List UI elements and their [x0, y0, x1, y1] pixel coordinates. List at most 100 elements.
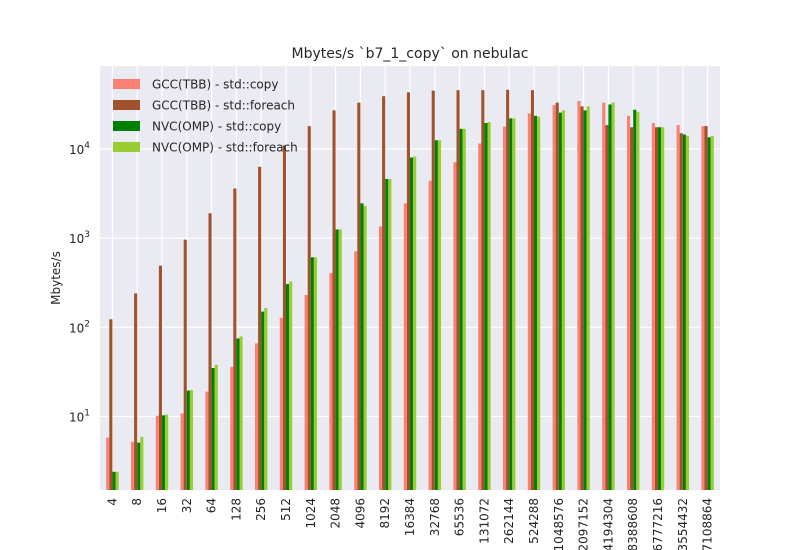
bar: [685, 135, 689, 491]
x-tick-label: 8: [130, 498, 144, 506]
bar: [509, 118, 513, 490]
bar: [437, 140, 441, 490]
bar: [208, 213, 212, 490]
bar: [658, 127, 662, 490]
x-tick-label: 1024: [304, 498, 318, 529]
legend-swatch: [113, 79, 140, 89]
bar: [335, 229, 339, 491]
bar: [304, 295, 308, 490]
y-tick-base: 10: [69, 232, 84, 246]
bar: [530, 90, 534, 491]
bar: [413, 156, 417, 490]
bar: [633, 109, 637, 491]
y-tick-label: 102: [69, 319, 90, 335]
bar: [363, 205, 367, 490]
x-tick-label: 524288: [527, 498, 541, 544]
x-tick-label: 128: [229, 498, 243, 521]
bar: [707, 137, 711, 490]
bar: [134, 293, 138, 490]
bar: [586, 106, 590, 491]
legend-label: GCC(TBB) - std::foreach: [152, 99, 295, 113]
bar: [654, 127, 658, 490]
bar: [676, 125, 680, 491]
bar: [261, 311, 265, 490]
y-tick-label: 104: [69, 141, 90, 157]
bar: [605, 125, 609, 491]
bar: [478, 143, 482, 491]
bar: [410, 157, 414, 490]
bar: [236, 338, 240, 490]
y-tick-base: 10: [69, 143, 84, 157]
bar: [258, 166, 262, 490]
bar: [360, 203, 364, 490]
bar: [158, 265, 162, 490]
x-tick-label: 16777216: [651, 498, 665, 550]
bar: [109, 319, 113, 490]
bar: [332, 110, 336, 490]
bar: [537, 116, 541, 490]
x-tick-label: 65536: [453, 498, 467, 536]
bar: [630, 127, 634, 490]
chart-title: Mbytes/s `b7_1_copy` on nebulac: [292, 46, 529, 62]
bar: [534, 115, 538, 490]
bar: [583, 110, 587, 490]
x-tick-label: 131072: [477, 498, 491, 544]
bar: [561, 110, 565, 490]
bar: [453, 162, 457, 490]
bar: [255, 343, 259, 490]
bar: [506, 89, 510, 490]
bar: [286, 284, 290, 490]
x-tick-label: 32: [180, 498, 194, 513]
bar: [329, 273, 333, 490]
x-tick-labels: 4 8 16 32 64 128 256 512 1024 2048 4096 8192 16384 32…: [105, 498, 714, 550]
bars: [106, 89, 714, 491]
y-tick-exponent: 1: [84, 409, 90, 419]
bar: [558, 112, 562, 490]
bar: [484, 123, 488, 490]
bar: [555, 102, 559, 490]
bar: [230, 366, 234, 490]
bar: [233, 188, 237, 490]
bar: [611, 102, 615, 490]
bar: [682, 134, 686, 490]
bar: [481, 90, 485, 491]
bar: [307, 126, 311, 490]
legend-label: GCC(TBB) - std::copy: [152, 78, 279, 92]
bar: [115, 471, 119, 490]
bar: [552, 105, 556, 490]
legend-swatch: [113, 100, 140, 110]
bar: [155, 415, 159, 490]
bar: [385, 178, 389, 491]
bar: [379, 226, 383, 490]
bar: [189, 390, 193, 490]
x-tick-label: 4096: [353, 498, 367, 529]
bar: [661, 127, 665, 490]
bar: [282, 145, 286, 491]
y-tick-base: 10: [69, 321, 84, 335]
bar: [382, 96, 386, 491]
x-tick-label: 4194304: [601, 498, 615, 550]
x-tick-label: 8388608: [626, 498, 640, 550]
x-tick-label: 2097152: [577, 498, 591, 550]
x-tick-label: 33554432: [676, 498, 690, 550]
bar: [701, 126, 705, 490]
y-tick-base: 10: [69, 411, 84, 425]
bar: [186, 390, 190, 490]
bar: [106, 437, 110, 490]
bar: [214, 364, 218, 490]
y-tick-exponent: 2: [84, 319, 90, 329]
bar: [289, 281, 293, 490]
legend-label: NVC(OMP) - std::foreach: [152, 141, 298, 155]
bar: [434, 140, 438, 490]
y-axis-label: Mbytes/s: [49, 251, 63, 305]
bar: [710, 135, 714, 491]
bar: [264, 307, 268, 490]
bar: [627, 115, 631, 490]
bar: [180, 413, 184, 490]
bar: [112, 471, 116, 490]
bar: [183, 239, 187, 490]
bar: [679, 133, 683, 490]
legend-label: NVC(OMP) - std::copy: [152, 120, 281, 134]
